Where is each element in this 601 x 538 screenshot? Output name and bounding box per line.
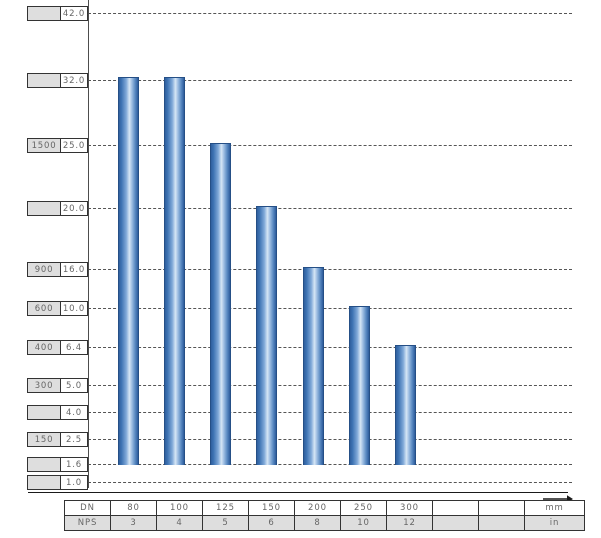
bar-150 bbox=[256, 206, 277, 465]
y-tick-dn-value: 1500 bbox=[28, 139, 61, 152]
table-cell bbox=[432, 500, 479, 516]
y-tick-inch-value: 1.0 bbox=[61, 476, 87, 489]
table-cell: 80 bbox=[110, 500, 157, 516]
gridline bbox=[88, 308, 572, 309]
table-cell bbox=[478, 515, 525, 531]
table-cell bbox=[478, 500, 525, 516]
gridline bbox=[88, 385, 572, 386]
table-row-dn: DN 80 100 125 150 200 250 300 mm bbox=[64, 500, 585, 516]
y-tick-label: 300 5.0 bbox=[27, 378, 88, 393]
y-tick-label: 1.0 bbox=[27, 475, 88, 490]
table-cell bbox=[432, 515, 479, 531]
gridline bbox=[88, 145, 572, 146]
y-tick-inch-value: 16.0 bbox=[61, 263, 87, 276]
y-tick-inch-value: 2.5 bbox=[61, 433, 87, 446]
y-tick-dn-value bbox=[28, 406, 61, 419]
y-tick-inch-value: 25.0 bbox=[61, 139, 87, 152]
table-cell: 10 bbox=[340, 515, 387, 531]
table-cell: 12 bbox=[386, 515, 433, 531]
y-tick-inch-value: 32.0 bbox=[61, 74, 87, 87]
table-cell: 250 bbox=[340, 500, 387, 516]
table-cell: 8 bbox=[294, 515, 341, 531]
table-cell: DN bbox=[64, 500, 111, 516]
y-tick-label: 1.6 bbox=[27, 457, 88, 472]
gridline bbox=[88, 13, 572, 14]
y-tick-label: 400 6.4 bbox=[27, 340, 88, 355]
gridline bbox=[88, 412, 572, 413]
y-tick-dn-value: 300 bbox=[28, 379, 61, 392]
table-cell: 4 bbox=[156, 515, 203, 531]
bar-300 bbox=[395, 345, 416, 465]
y-tick-dn-value: 400 bbox=[28, 341, 61, 354]
y-tick-inch-value: 42.0 bbox=[61, 7, 87, 20]
y-tick-label: 900 16.0 bbox=[27, 262, 88, 277]
table-cell: NPS bbox=[64, 515, 111, 531]
y-tick-inch-value: 4.0 bbox=[61, 406, 87, 419]
gridline bbox=[88, 347, 572, 348]
bar-250 bbox=[349, 306, 370, 465]
bar-80 bbox=[118, 77, 139, 465]
bar-125 bbox=[210, 143, 231, 465]
gridline bbox=[88, 482, 572, 483]
y-tick-inch-value: 5.0 bbox=[61, 379, 87, 392]
gridline bbox=[88, 80, 572, 81]
y-tick-label: 4.0 bbox=[27, 405, 88, 420]
y-tick-label: 32.0 bbox=[27, 73, 88, 88]
table-cell: 150 bbox=[248, 500, 295, 516]
y-tick-label: 1500 25.0 bbox=[27, 138, 88, 153]
table-cell: in bbox=[524, 515, 585, 531]
gridline bbox=[88, 269, 572, 270]
gridline bbox=[88, 208, 572, 209]
y-tick-dn-value: 600 bbox=[28, 302, 61, 315]
table-cell: 3 bbox=[110, 515, 157, 531]
y-tick-label: 150 2.5 bbox=[27, 432, 88, 447]
y-tick-dn-value bbox=[28, 74, 61, 87]
table-cell: 125 bbox=[202, 500, 249, 516]
x-axis-line bbox=[28, 492, 568, 493]
y-tick-dn-value bbox=[28, 476, 61, 489]
y-tick-label: 42.0 bbox=[27, 6, 88, 21]
y-tick-inch-value: 20.0 bbox=[61, 202, 87, 215]
y-tick-inch-value: 10.0 bbox=[61, 302, 87, 315]
gridline bbox=[88, 464, 572, 465]
table-cell: 100 bbox=[156, 500, 203, 516]
y-tick-inch-value: 1.6 bbox=[61, 458, 87, 471]
axis-value-table: DN 80 100 125 150 200 250 300 mm NPS 3 4 5 6 8 10 12 in bbox=[64, 500, 585, 531]
y-tick-label: 20.0 bbox=[27, 201, 88, 216]
y-tick-dn-value bbox=[28, 202, 61, 215]
y-tick-dn-value: 150 bbox=[28, 433, 61, 446]
y-tick-dn-value bbox=[28, 7, 61, 20]
y-tick-dn-value bbox=[28, 458, 61, 471]
table-cell: 200 bbox=[294, 500, 341, 516]
bar-200 bbox=[303, 267, 324, 465]
table-cell: 300 bbox=[386, 500, 433, 516]
y-tick-label: 600 10.0 bbox=[27, 301, 88, 316]
y-axis-line bbox=[88, 0, 89, 488]
table-cell: mm bbox=[524, 500, 585, 516]
table-cell: 6 bbox=[248, 515, 295, 531]
gridline bbox=[88, 439, 572, 440]
bar-100 bbox=[164, 77, 185, 465]
table-cell: 5 bbox=[202, 515, 249, 531]
y-tick-dn-value: 900 bbox=[28, 263, 61, 276]
table-row-nps: NPS 3 4 5 6 8 10 12 in bbox=[64, 515, 585, 531]
y-tick-inch-value: 6.4 bbox=[61, 341, 87, 354]
